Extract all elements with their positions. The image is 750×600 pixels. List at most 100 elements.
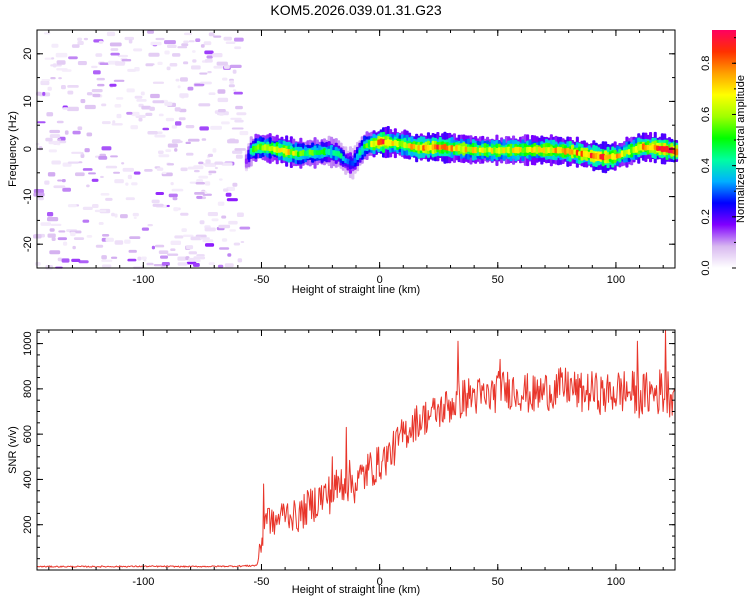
- noise-cell: [174, 235, 184, 239]
- noise-cell: [143, 259, 147, 262]
- noise-cell: [71, 44, 80, 48]
- noise-cell: [167, 163, 174, 166]
- noise-cell: [221, 215, 227, 219]
- noise-cell: [200, 81, 212, 85]
- noise-cell: [35, 142, 40, 146]
- noise-cell: [67, 204, 77, 208]
- noise-cell: [105, 237, 114, 242]
- noise-cell: [124, 239, 131, 244]
- ridge-cell: [455, 144, 459, 152]
- noise-cell: [44, 180, 50, 185]
- noise-cell: [231, 127, 244, 130]
- noise-cell: [158, 113, 164, 117]
- noise-cell: [71, 258, 81, 262]
- noise-cell: [232, 150, 243, 154]
- noise-cell: [239, 131, 249, 136]
- ridge-cell: [438, 144, 442, 151]
- noise-cell: [177, 262, 188, 266]
- ridge-cell: [244, 158, 248, 164]
- noise-cell: [91, 89, 103, 93]
- ridge-cell: [637, 144, 641, 151]
- noise-cell: [125, 197, 135, 201]
- snr-ytick-label: 200: [22, 516, 34, 534]
- noise-cell: [233, 91, 243, 95]
- ridge-cell: [592, 153, 596, 159]
- noise-cell: [57, 257, 63, 262]
- noise-cell: [110, 155, 118, 158]
- ridge-cell: [254, 145, 258, 152]
- ridge-cell: [481, 147, 485, 153]
- noise-cell: [102, 234, 110, 237]
- spectrogram-ytick-label: 10: [22, 95, 34, 107]
- noise-cell: [152, 81, 164, 84]
- ridge-cell: [462, 146, 466, 153]
- snr-ytick-label: 800: [22, 380, 34, 398]
- ridge-cell: [334, 150, 338, 157]
- noise-cell: [41, 79, 51, 81]
- noise-cell: [109, 42, 122, 47]
- noise-cell: [132, 212, 139, 217]
- noise-cell: [91, 178, 99, 182]
- noise-cell: [183, 40, 189, 44]
- noise-cell: [175, 78, 180, 82]
- noise-cell: [217, 97, 229, 103]
- noise-cell: [158, 150, 164, 154]
- noise-cell: [61, 85, 66, 90]
- ridge-cell: [656, 145, 660, 151]
- noise-cell: [101, 103, 107, 107]
- noise-cell: [147, 30, 154, 34]
- noise-cell: [77, 126, 83, 131]
- noise-cell: [178, 140, 183, 143]
- noise-cell: [150, 93, 160, 99]
- ridge-cell: [519, 147, 523, 153]
- noise-cell: [114, 213, 118, 218]
- snr-xtick-label: 0: [377, 576, 383, 588]
- noise-cell: [100, 175, 104, 178]
- ridge-cell: [296, 151, 300, 157]
- ridge-cell: [247, 153, 251, 160]
- ridge-cell: [611, 153, 615, 160]
- noise-cell: [229, 229, 236, 232]
- noise-cell: [154, 134, 166, 138]
- ridge-cell: [649, 145, 653, 151]
- snr-panel: -100 -50 0 50 100 200 400 600 800 1000 Height of …: [7, 329, 676, 596]
- ridge-cell: [474, 146, 478, 154]
- ridge-cell: [559, 147, 563, 154]
- noise-cell: [38, 146, 43, 151]
- ridge-cell: [582, 150, 586, 157]
- noise-cell: [203, 41, 212, 46]
- ridge-cell: [252, 146, 256, 153]
- colorbar-label: Normalized spectral amplitude: [735, 75, 747, 223]
- ridge-cell: [554, 147, 558, 154]
- noise-cell: [217, 89, 226, 94]
- noise-cell: [235, 154, 243, 159]
- ridge-cell: [540, 147, 544, 153]
- noise-cell: [127, 258, 137, 262]
- ridge-cell: [419, 144, 423, 151]
- noise-cell: [98, 222, 104, 225]
- noise-cell: [193, 263, 200, 267]
- noise-cell: [187, 86, 194, 91]
- noise-cell: [208, 92, 216, 95]
- ridge-cell: [488, 147, 492, 153]
- ridge-cell: [299, 150, 303, 157]
- noise-cell: [100, 193, 110, 196]
- noise-cell: [164, 101, 173, 106]
- ridge-cell: [363, 144, 367, 149]
- noise-cell: [33, 192, 45, 197]
- noise-cell: [80, 153, 85, 158]
- ridge-cell: [490, 147, 494, 154]
- noise-cell: [199, 126, 209, 131]
- ridge-cell: [311, 150, 315, 156]
- noise-cell: [120, 214, 128, 219]
- noise-cell: [63, 241, 68, 246]
- ridge-cell: [374, 140, 378, 146]
- ridge-cell: [476, 147, 480, 153]
- noise-cell: [56, 60, 66, 65]
- noise-cell: [149, 106, 155, 111]
- noise-cell: [80, 99, 86, 104]
- noise-cell: [155, 192, 164, 195]
- ridge-cell: [327, 148, 331, 156]
- noise-cell: [114, 104, 122, 108]
- ridge-cell: [410, 143, 414, 150]
